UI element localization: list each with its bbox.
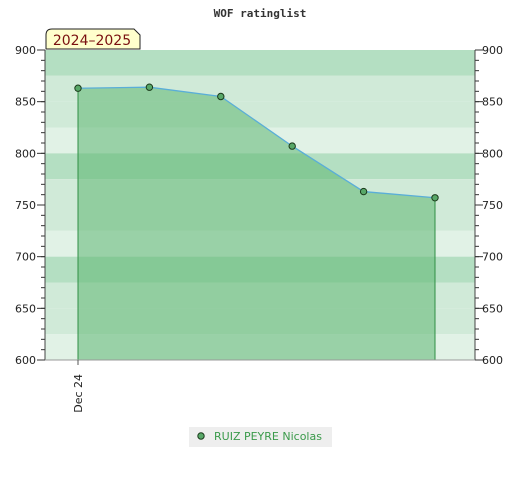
season-badge: 2024–2025	[45, 28, 141, 50]
y-tick-label-right: 650	[482, 302, 503, 315]
y-tick-label-left: 750	[15, 199, 36, 212]
series-area-fill	[78, 87, 435, 360]
y-tick-label-left: 700	[15, 251, 36, 264]
season-badge-box	[45, 28, 141, 50]
background-band	[45, 50, 475, 76]
y-tick-label-right: 750	[482, 199, 503, 212]
y-axis-left: 600 650 700 750 800 850 900	[15, 44, 46, 367]
y-tick-label-right: 800	[482, 147, 503, 160]
y-tick-label-left: 650	[15, 302, 36, 315]
data-point	[359, 187, 368, 196]
y-tick-label-left: 900	[15, 44, 36, 57]
series-area	[74, 83, 439, 360]
season-label: 2024–2025	[53, 33, 131, 49]
y-tick-label-right: 900	[482, 44, 503, 57]
data-point	[217, 92, 225, 101]
y-tick-label-left: 850	[15, 96, 36, 109]
y-tick-label-right: 600	[482, 354, 503, 367]
data-point	[145, 83, 154, 91]
x-tick-label: Dec 24	[72, 374, 85, 413]
chart-title: WOF ratinglist	[214, 7, 307, 20]
series-line	[77, 86, 436, 199]
legend-marker-icon	[197, 432, 205, 440]
y-tick-label-left: 800	[15, 147, 36, 160]
legend-box	[189, 427, 332, 447]
y-tick-label-right: 850	[482, 96, 503, 109]
data-point	[288, 142, 296, 150]
y-axis-right: 600 650 700 750 800 850 900	[474, 44, 503, 367]
legend[interactable]: RUIZ PEYRE Nicolas	[189, 427, 332, 447]
y-tick-label-right: 700	[482, 251, 503, 264]
y-tick-label-left: 600	[15, 354, 36, 367]
data-point	[74, 84, 82, 92]
data-point	[431, 194, 439, 202]
legend-item-label: RUIZ PEYRE Nicolas	[214, 430, 322, 443]
x-axis: Dec 24	[45, 359, 475, 413]
